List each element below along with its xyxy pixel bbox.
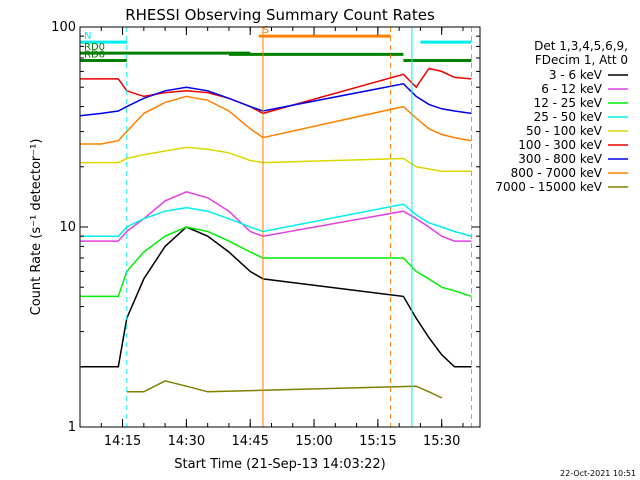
x-tick-label-5: 15:30 bbox=[423, 434, 460, 449]
series-line-8 bbox=[126, 380, 443, 399]
annotation-label-6: S bbox=[263, 25, 269, 36]
chart-title: RHESSI Observing Summary Count Rates bbox=[125, 6, 435, 24]
x-axis-label: Start Time (21-Sep-13 14:03:22) bbox=[174, 457, 385, 472]
axis-layer: 14:15 14:30 14:45 15:00 15:15 15:30 1 10 100 bbox=[51, 20, 480, 449]
series-line-5 bbox=[80, 67, 472, 115]
legend-label-1: 6 - 12 keV bbox=[541, 82, 603, 96]
legend-label-3: 25 - 50 keV bbox=[534, 110, 603, 124]
series-line-4 bbox=[80, 146, 472, 172]
series-layer bbox=[79, 67, 472, 399]
plot-frame bbox=[79, 26, 481, 428]
y-tick-label-1: 10 bbox=[59, 220, 76, 235]
x-tick-label-3: 15:00 bbox=[295, 434, 332, 449]
legend-label-5: 100 - 300 keV bbox=[518, 138, 602, 152]
series-line-3 bbox=[80, 203, 472, 237]
series-line-2 bbox=[80, 226, 472, 298]
y-axis-label: Count Rate (s⁻¹ detector⁻¹) bbox=[29, 139, 44, 316]
x-tick-label-2: 14:45 bbox=[231, 434, 268, 449]
annotation-label-3: RD6 bbox=[84, 49, 105, 60]
series-line-0 bbox=[80, 226, 472, 368]
legend-header-0: Det 1,3,4,5,6,9, bbox=[534, 39, 628, 53]
x-tick-label-1: 14:30 bbox=[168, 434, 205, 449]
legend-label-2: 12 - 25 keV bbox=[534, 96, 603, 110]
legend-header-1: FDecim 1, Att 0 bbox=[535, 53, 628, 67]
x-tick-label-0: 14:15 bbox=[104, 434, 141, 449]
y-tick-label-2: 100 bbox=[51, 20, 76, 35]
y-tick-label-0: 1 bbox=[68, 420, 76, 435]
legend-label-0: 3 - 6 keV bbox=[549, 68, 603, 82]
x-tick-label-4: 15:15 bbox=[359, 434, 396, 449]
footer-date: 22-Oct-2021 10:51 bbox=[560, 469, 636, 478]
legend: Det 1,3,4,5,6,9,FDecim 1, Att 03 - 6 keV… bbox=[495, 39, 628, 194]
series-line-1 bbox=[80, 191, 472, 242]
legend-label-4: 50 - 100 keV bbox=[526, 124, 603, 138]
annotation-label-0: N bbox=[84, 31, 91, 42]
series-line-6 bbox=[79, 82, 472, 117]
legend-label-7: 800 - 7000 keV bbox=[511, 166, 603, 180]
legend-label-6: 300 - 800 keV bbox=[518, 152, 602, 166]
series-line-7 bbox=[80, 95, 472, 145]
legend-label-8: 7000 - 15000 keV bbox=[495, 180, 602, 194]
annotation-label-2: RD0 bbox=[84, 42, 105, 53]
